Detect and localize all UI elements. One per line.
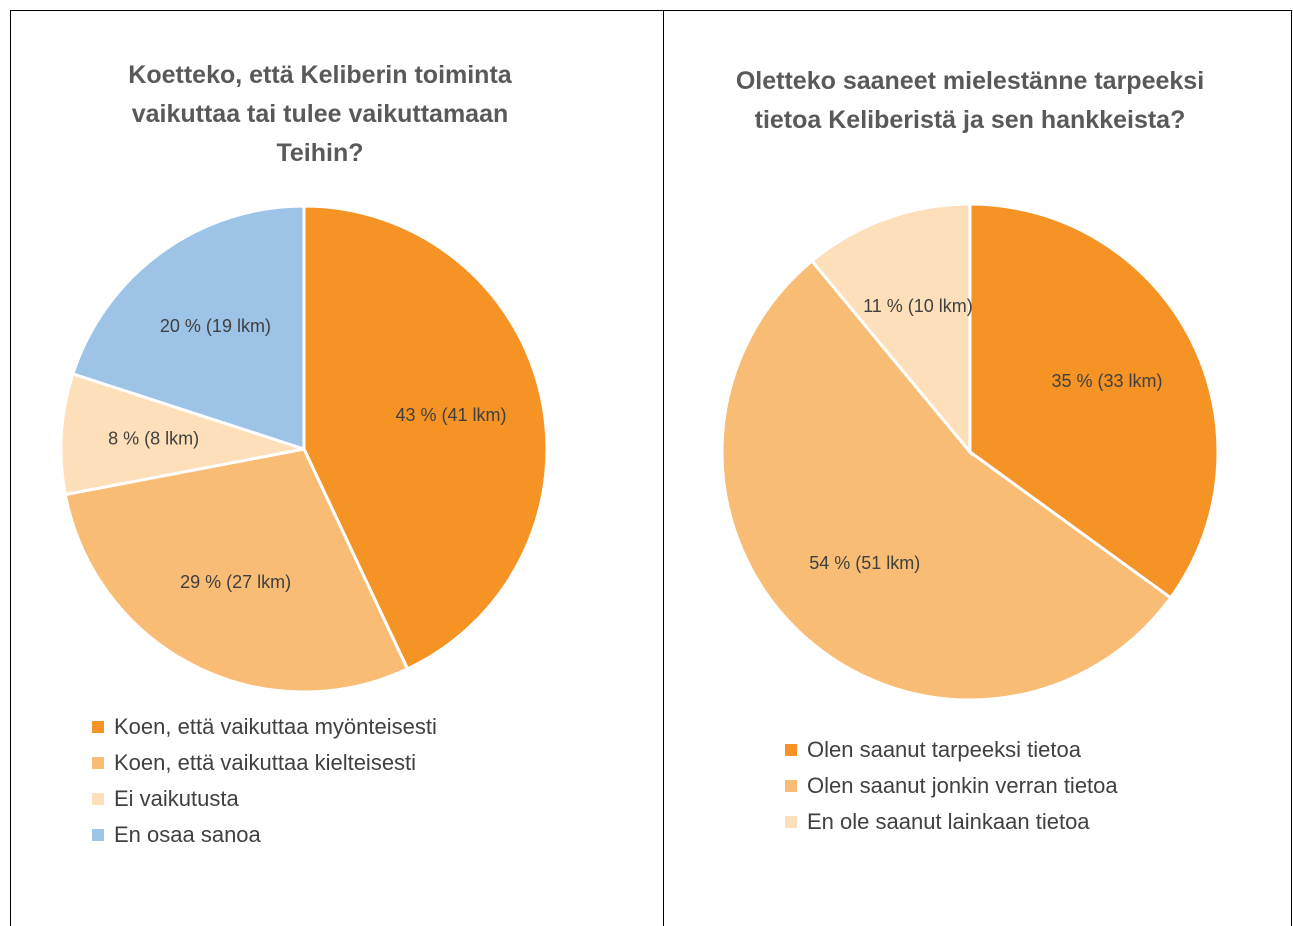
legend-item: Olen saanut jonkin verran tietoa — [785, 768, 1118, 804]
data-label: 35 % (33 lkm) — [1051, 371, 1162, 391]
legend-item: Ei vaikutusta — [92, 781, 437, 817]
chart-title: Koetteko, että Keliberin toiminta vaikut… — [128, 61, 512, 167]
legend: Koen, että vaikuttaa myönteisesti Koen, e… — [92, 709, 437, 853]
data-label: 43 % (41 lkm) — [396, 405, 507, 425]
legend-label: Koen, että vaikuttaa myönteisesti — [114, 714, 437, 739]
pie-slice — [809, 202, 972, 457]
legend-item: En osaa sanoa — [92, 817, 437, 853]
pie-slice — [59, 372, 305, 497]
legend-swatch — [92, 829, 104, 841]
pie-slice — [63, 447, 410, 694]
legend-item: En ole saanut lainkaan tietoa — [785, 804, 1118, 840]
data-label: 11 % (10 lkm) — [863, 296, 973, 316]
data-label: 20 % (19 lkm) — [160, 316, 271, 336]
legend-item: Koen, että vaikuttaa myönteisesti — [92, 709, 437, 745]
legend-label: Olen saanut jonkin verran tietoa — [807, 773, 1118, 798]
data-label: 29 % (27 lkm) — [180, 572, 291, 592]
pie-slice — [71, 204, 306, 452]
legend-item: Koen, että vaikuttaa kielteisesti — [92, 745, 437, 781]
legend-swatch — [92, 721, 104, 733]
legend-swatch — [785, 744, 797, 756]
legend-swatch — [785, 780, 797, 792]
legend-label: Olen saanut tarpeeksi tietoa — [807, 737, 1081, 762]
legend-item: Olen saanut tarpeeksi tietoa — [785, 732, 1118, 768]
legend-label: En ole saanut lainkaan tietoa — [807, 809, 1090, 834]
legend-label: En osaa sanoa — [114, 822, 261, 847]
legend-label: Koen, että vaikuttaa kielteisesti — [114, 750, 417, 775]
pie-slice — [302, 204, 549, 671]
legend-label: Ei vaikutusta — [114, 786, 239, 811]
legend-swatch — [92, 757, 104, 769]
chart-title: Oletteko saaneet mielestänne tarpeeksi t… — [735, 67, 1205, 134]
pie-slice — [968, 202, 1220, 600]
pie-slice — [720, 258, 1173, 702]
legend-swatch — [92, 793, 104, 805]
legend-swatch — [785, 816, 797, 828]
data-label: 54 % (51 lkm) — [809, 553, 920, 573]
legend: Olen saanut tarpeeksi tietoa Olen saanut … — [785, 732, 1118, 840]
data-label: 8 % (8 lkm) — [108, 428, 199, 448]
